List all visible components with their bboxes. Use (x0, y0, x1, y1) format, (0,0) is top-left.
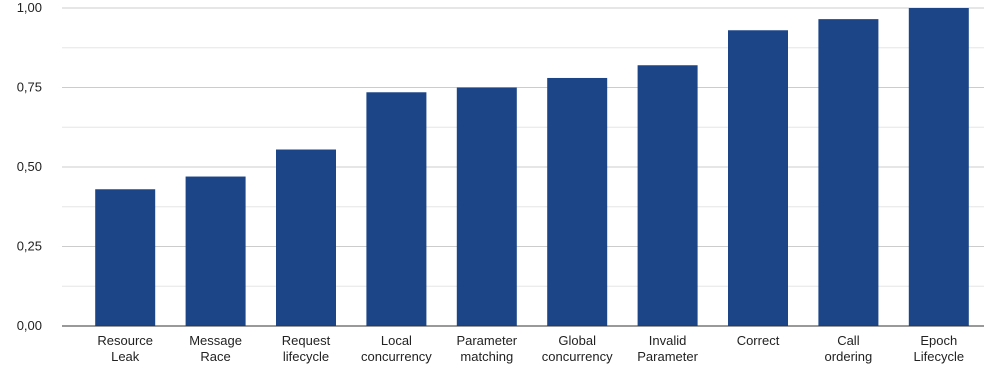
x-category-label: Correct (737, 333, 780, 348)
bar (637, 65, 698, 327)
bar (728, 30, 788, 326)
x-category-label: Call ordering (825, 333, 873, 364)
x-category-label: Local concurrency (361, 333, 432, 364)
y-tick-label: 0,75 (17, 80, 42, 95)
y-tick-label: 0,00 (17, 318, 42, 333)
bar (908, 8, 969, 326)
x-category-label: Resource Leak (97, 333, 153, 364)
bars (95, 8, 969, 327)
bar (818, 19, 879, 326)
x-category-label: Global concurrency (542, 333, 613, 364)
bar (95, 189, 156, 326)
y-axis-tick-labels: 0,00 0,25 0,50 0,75 1,00 (17, 0, 42, 333)
x-category-label: Message Race (189, 333, 242, 364)
bar (456, 87, 517, 326)
bar (276, 149, 336, 326)
x-axis-category-labels: Resource Leak Message Race Request lifecycle L… (97, 333, 964, 364)
x-category-label: Invalid Parameter (637, 333, 698, 364)
bar (366, 92, 427, 327)
x-category-label: Epoch Lifecycle (914, 333, 965, 364)
bar (547, 77, 608, 327)
bar (185, 176, 246, 326)
x-category-label: Request lifecycle (282, 333, 331, 364)
y-tick-label: 0,25 (17, 239, 42, 254)
y-tick-label: 0,50 (17, 159, 42, 174)
y-tick-label: 1,00 (17, 0, 42, 15)
x-category-label: Parameter matching (456, 333, 517, 364)
